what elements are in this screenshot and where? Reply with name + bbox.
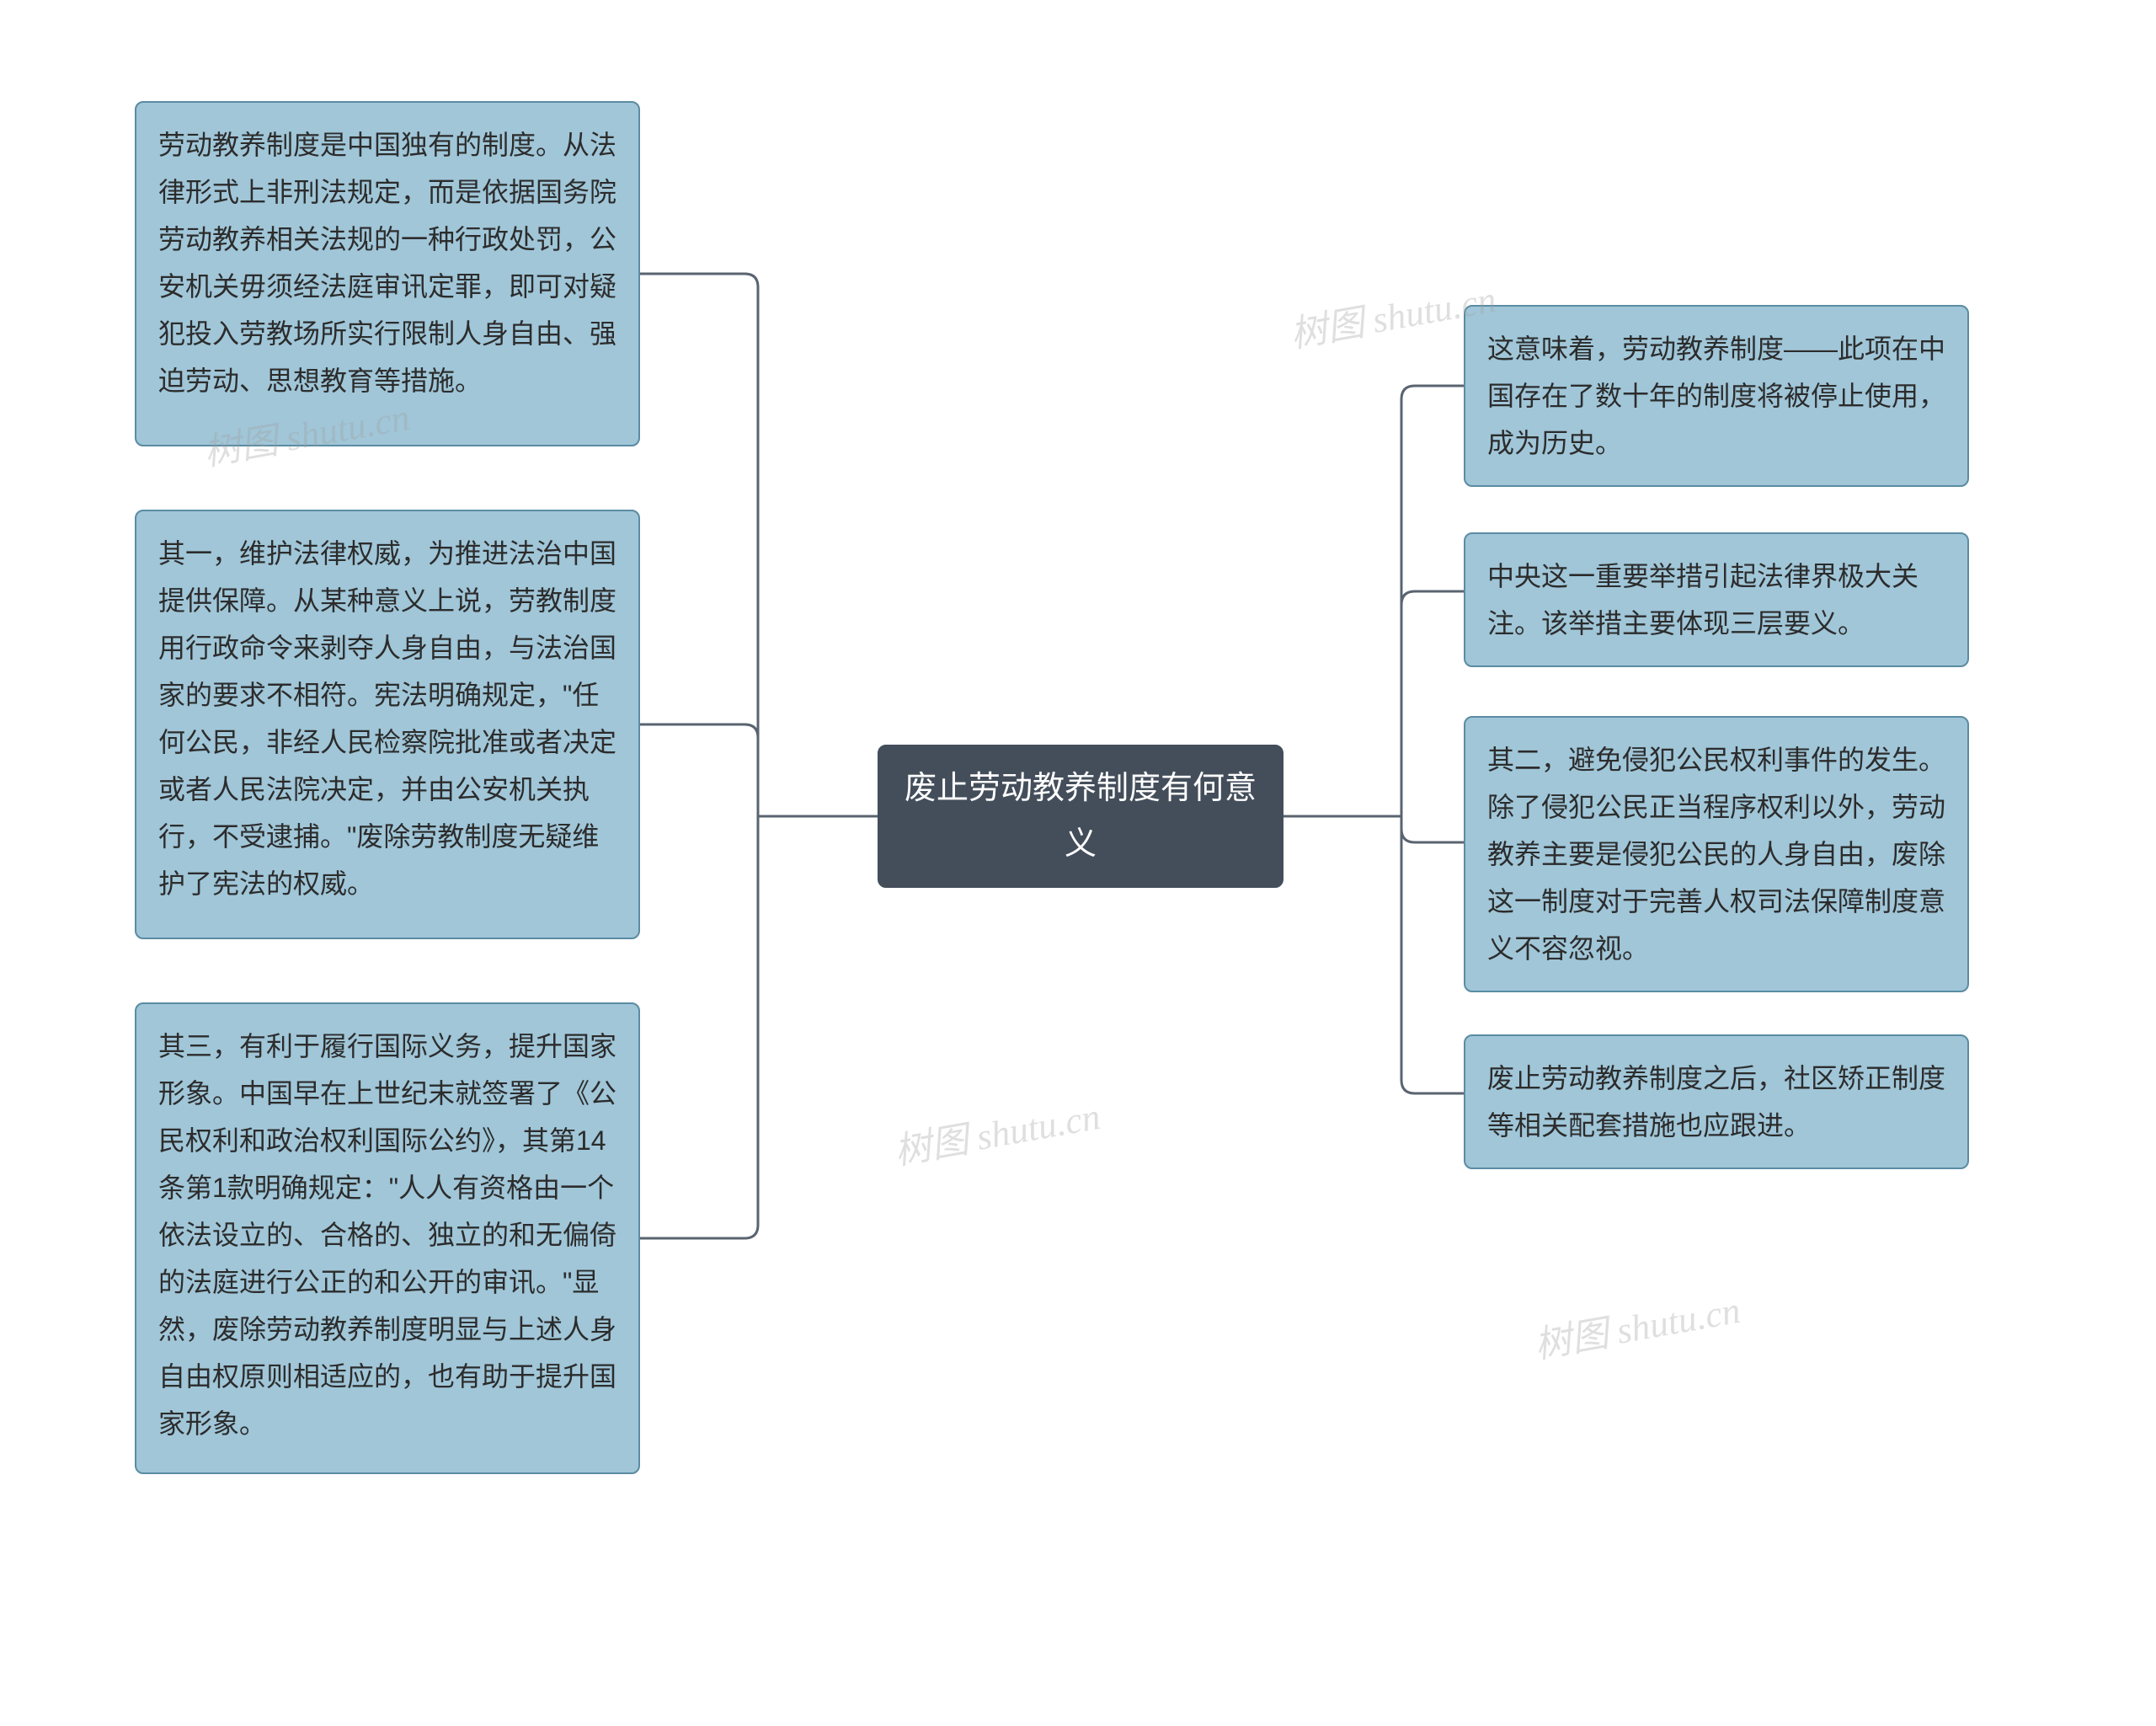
right-node-1: 这意味着，劳动教养制度——此项在中国存在了数十年的制度将被停止使用，成为历史。 — [1464, 305, 1969, 487]
right-node-3: 其二，避免侵犯公民权利事件的发生。除了侵犯公民正当程序权利以外，劳动教养主要是侵… — [1464, 716, 1969, 992]
left-node-3-text: 其三，有利于履行国际义务，提升国家形象。中国早在上世纪末就签署了《公民权利和政治… — [158, 1031, 616, 1439]
left-node-2-text: 其一，维护法律权威，为推进法治中国提供保障。从某种意义上说，劳教制度用行政命令来… — [158, 538, 616, 899]
right-node-2: 中央这一重要举措引起法律界极大关注。该举措主要体现三层要义。 — [1464, 532, 1969, 667]
left-node-1: 劳动教养制度是中国独有的制度。从法律形式上非刑法规定，而是依据国务院劳动教养相关… — [135, 101, 640, 446]
watermark-4: 树图 shutu.cn — [1529, 1280, 1743, 1369]
center-node: 废止劳动教养制度有何意义 — [878, 745, 1283, 888]
left-node-3: 其三，有利于履行国际义务，提升国家形象。中国早在上世纪末就签署了《公民权利和政治… — [135, 1002, 640, 1474]
right-node-4: 废止劳动教养制度之后，社区矫正制度等相关配套措施也应跟进。 — [1464, 1034, 1969, 1169]
right-node-2-text: 中央这一重要举措引起法律界极大关注。该举措主要体现三层要义。 — [1487, 561, 1919, 639]
mindmap-canvas: 废止劳动教养制度有何意义 劳动教养制度是中国独有的制度。从法律形式上非刑法规定，… — [0, 0, 2156, 1726]
watermark-2: 树图 shutu.cn — [889, 1086, 1103, 1175]
right-node-4-text: 废止劳动教养制度之后，社区矫正制度等相关配套措施也应跟进。 — [1487, 1063, 1945, 1141]
right-node-3-text: 其二，避免侵犯公民权利事件的发生。除了侵犯公民正当程序权利以外，劳动教养主要是侵… — [1487, 745, 1945, 964]
left-node-2: 其一，维护法律权威，为推进法治中国提供保障。从某种意义上说，劳教制度用行政命令来… — [135, 510, 640, 939]
center-node-text: 废止劳动教养制度有何意义 — [901, 761, 1260, 873]
left-node-1-text: 劳动教养制度是中国独有的制度。从法律形式上非刑法规定，而是依据国务院劳动教养相关… — [158, 130, 616, 396]
right-node-1-text: 这意味着，劳动教养制度——此项在中国存在了数十年的制度将被停止使用，成为历史。 — [1487, 334, 1945, 458]
